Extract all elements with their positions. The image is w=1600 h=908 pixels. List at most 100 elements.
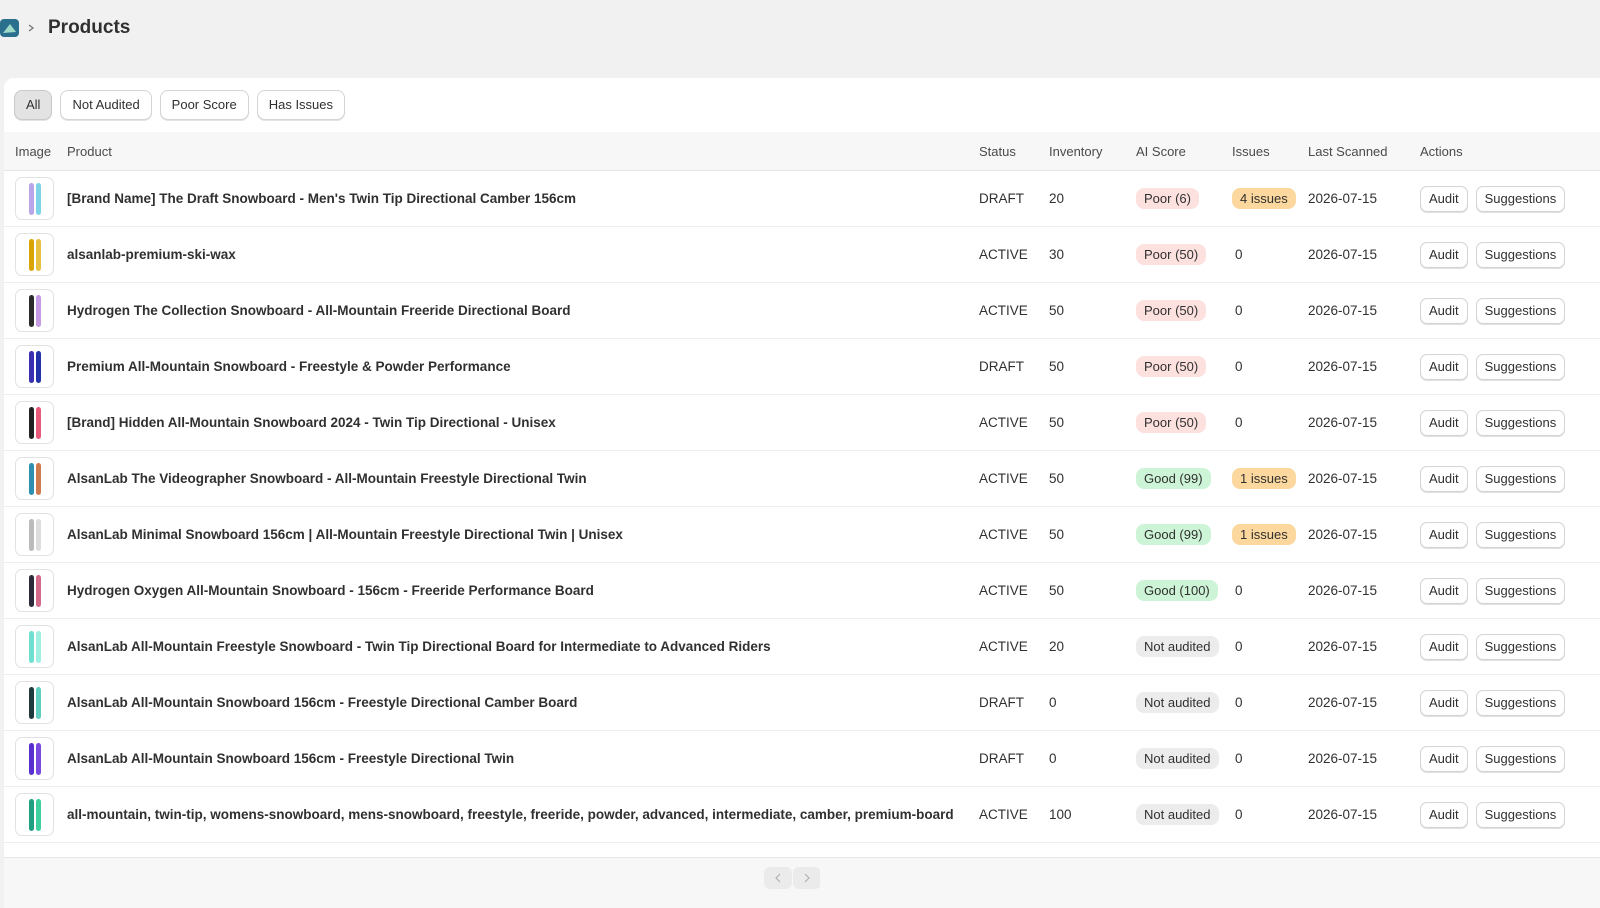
action-button[interactable]: Audit (1420, 689, 1468, 716)
product-name[interactable]: AlsanLab All-Mountain Freestyle Snowboar… (67, 639, 771, 654)
app-logo[interactable] (0, 18, 20, 38)
filter-tab[interactable]: Has Issues (256, 90, 346, 120)
product-name[interactable]: all-mountain, twin-tip, womens-snowboard… (67, 807, 954, 822)
score-cell: Poor (50) (1136, 356, 1232, 377)
action-button[interactable]: Suggestions (1475, 801, 1566, 828)
product-thumbnail (15, 737, 54, 780)
product-name[interactable]: Hydrogen The Collection Snowboard - All-… (67, 303, 571, 318)
product-name[interactable]: [Brand Name] The Draft Snowboard - Men's… (67, 191, 577, 206)
actions: Audit Suggestions (1420, 297, 1600, 324)
action-button[interactable]: Audit (1420, 353, 1468, 380)
image-cell (15, 289, 67, 332)
score-cell: Good (99) (1136, 468, 1232, 489)
last-scanned: 2026-07-15 (1308, 471, 1378, 486)
action-button[interactable]: Audit (1420, 297, 1468, 324)
thumb-art (28, 350, 34, 383)
last-scanned: 2026-07-15 (1308, 807, 1378, 822)
action-button[interactable]: Audit (1420, 521, 1468, 548)
issues-cell: 0 (1232, 807, 1308, 822)
thumb-art (28, 462, 34, 495)
product-name[interactable]: AlsanLab All-Mountain Snowboard 156cm - … (67, 751, 515, 766)
thumb-art (28, 182, 34, 215)
product-thumbnail (15, 345, 54, 388)
score-badge: Poor (50) (1136, 244, 1207, 265)
action-button[interactable]: Suggestions (1475, 521, 1566, 548)
action-button[interactable]: Suggestions (1475, 689, 1566, 716)
column-header: Last Scanned (1308, 143, 1388, 159)
product-row: Hydrogen The Collection Snowboard - All-… (4, 283, 1600, 339)
action-button[interactable]: Suggestions (1475, 633, 1566, 660)
action-button[interactable]: Suggestions (1475, 185, 1566, 212)
products-card: All Not Audited Poor Score Has Issues Image… (4, 78, 1600, 908)
score-badge: Not audited (1136, 748, 1219, 769)
actions: Audit Suggestions (1420, 633, 1600, 660)
product-thumbnail (15, 625, 54, 668)
last-scanned: 2026-07-15 (1308, 583, 1378, 598)
pagination-buttons[interactable] (764, 867, 820, 889)
action-button[interactable]: Suggestions (1475, 577, 1566, 604)
actions: Audit Suggestions (1420, 521, 1600, 548)
product-name[interactable]: Hydrogen Oxygen All-Mountain Snowboard -… (67, 583, 594, 598)
filter-tab[interactable]: All (14, 90, 53, 120)
action-button[interactable]: Audit (1420, 745, 1468, 772)
thumb-art (28, 686, 34, 719)
issues-cell: 0 (1232, 751, 1308, 766)
action-button[interactable]: Audit (1420, 633, 1468, 660)
action-button[interactable]: Audit (1420, 185, 1468, 212)
action-button[interactable]: Suggestions (1475, 745, 1566, 772)
product-name[interactable]: [Brand] Hidden All-Mountain Snowboard 20… (67, 415, 556, 430)
action-button[interactable]: Suggestions (1475, 241, 1566, 268)
status: DRAFT (979, 695, 1024, 710)
action-button[interactable]: Audit (1420, 241, 1468, 268)
inventory: 100 (1049, 807, 1072, 822)
breadcrumb-chevron (28, 23, 35, 32)
issues-badge: 0 (1235, 583, 1243, 598)
image-cell (15, 569, 67, 612)
last-scanned: 2026-07-15 (1308, 303, 1378, 318)
product-row: alsanlab-premium-ski-wax ACTIVE 30 Poor (50… (4, 227, 1600, 283)
action-button[interactable]: Audit (1420, 465, 1468, 492)
product-row: all-mountain, twin-tip, womens-snowboard… (4, 787, 1600, 843)
image-cell (15, 737, 67, 780)
issues-badge: 0 (1235, 695, 1243, 710)
issues-cell: 1 issues (1232, 468, 1308, 489)
image-cell (15, 457, 67, 500)
action-button[interactable]: Audit (1420, 409, 1468, 436)
action-button[interactable]: Suggestions (1475, 297, 1566, 324)
action-button[interactable]: Suggestions (1475, 465, 1566, 492)
status: ACTIVE (979, 471, 1028, 486)
product-name[interactable]: Premium All-Mountain Snowboard - Freesty… (67, 359, 511, 374)
filter-tab[interactable]: Not Audited (60, 90, 152, 120)
image-cell (15, 177, 67, 220)
thumb-art (35, 462, 41, 495)
product-name[interactable]: alsanlab-premium-ski-wax (67, 247, 236, 262)
thumb-art (28, 630, 34, 663)
issues-cell: 0 (1232, 415, 1308, 430)
score-badge: Poor (50) (1136, 356, 1207, 377)
product-thumbnail (15, 289, 54, 332)
inventory: 20 (1049, 191, 1065, 206)
product-name[interactable]: AlsanLab The Videographer Snowboard - Al… (67, 471, 587, 486)
status: DRAFT (979, 191, 1024, 206)
issues-badge: 0 (1235, 751, 1243, 766)
action-button[interactable]: Suggestions (1475, 409, 1566, 436)
product-name[interactable]: AlsanLab All-Mountain Snowboard 156cm - … (67, 695, 578, 710)
product-thumbnail (15, 401, 54, 444)
last-scanned: 2026-07-15 (1308, 639, 1378, 654)
product-name[interactable]: AlsanLab Minimal Snowboard 156cm | All-M… (67, 527, 623, 542)
actions: Audit Suggestions (1420, 409, 1600, 436)
column-header: Actions (1420, 143, 1463, 159)
score-badge: Good (99) (1136, 468, 1211, 489)
issues-badge: 0 (1235, 807, 1243, 822)
action-button[interactable]: Audit (1420, 801, 1468, 828)
status: ACTIVE (979, 807, 1028, 822)
action-button[interactable]: Suggestions (1475, 353, 1566, 380)
column-header: Product (67, 143, 112, 159)
status: DRAFT (979, 359, 1024, 374)
last-scanned: 2026-07-15 (1308, 527, 1378, 542)
thumb-art (35, 798, 41, 831)
product-row: Premium All-Mountain Snowboard - Freesty… (4, 339, 1600, 395)
inventory: 30 (1049, 247, 1065, 262)
filter-tab[interactable]: Poor Score (159, 90, 249, 120)
action-button[interactable]: Audit (1420, 577, 1468, 604)
